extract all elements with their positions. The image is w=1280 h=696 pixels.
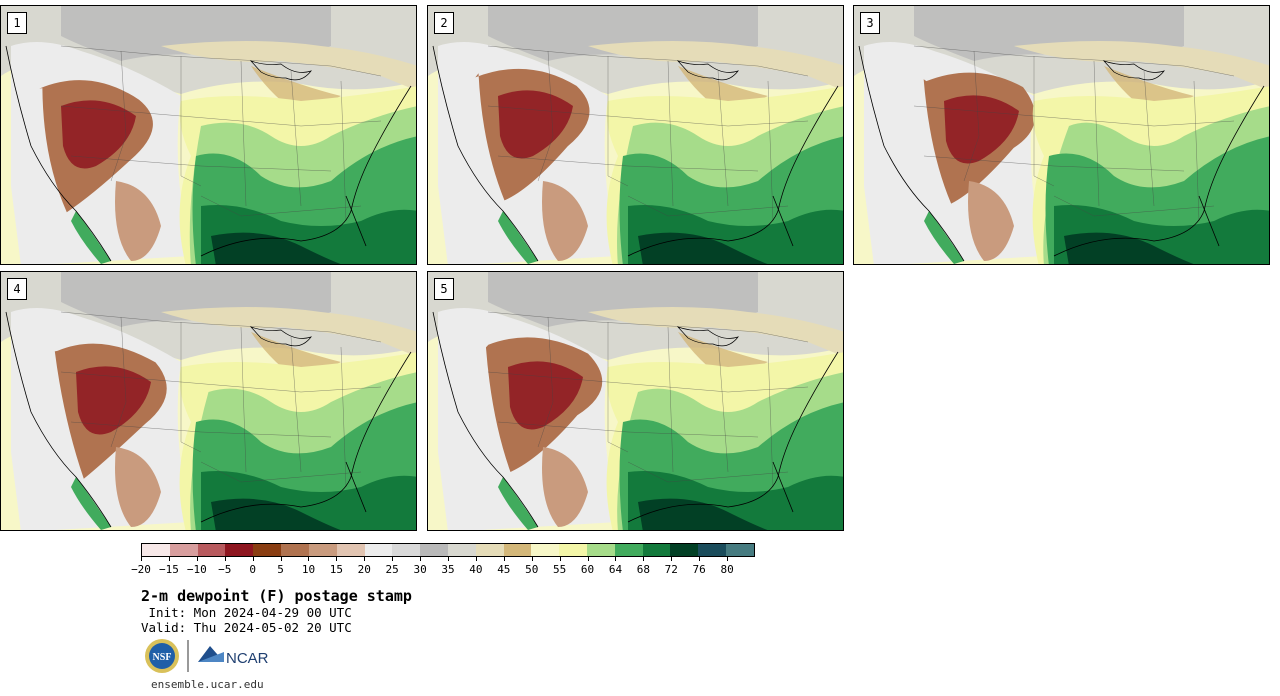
colorbar-tick-label: 25 xyxy=(385,563,399,576)
chart-title: 2-m dewpoint (F) postage stamp xyxy=(141,587,412,605)
colorbar-tick-label: 0 xyxy=(249,563,256,576)
colorbar-tick-label: 20 xyxy=(357,563,371,576)
colorbar-swatch xyxy=(670,544,699,556)
panel-number-label: 1 xyxy=(7,12,27,34)
colorbar-tickmark xyxy=(336,557,338,561)
colorbar-swatch xyxy=(281,544,309,556)
colorbar-tick-label: 10 xyxy=(301,563,316,576)
colorbar-swatch xyxy=(169,544,198,556)
map-panel-1: 1 xyxy=(0,5,417,265)
colorbar-tick-label: 30 xyxy=(413,563,427,576)
colorbar-tick-label: 60 xyxy=(580,563,595,576)
colorbar-tickmark xyxy=(364,557,366,561)
colorbar-swatch xyxy=(587,544,615,556)
colorbar-swatch xyxy=(642,544,671,556)
colorbar-swatch xyxy=(253,544,282,556)
ncar-logo-icon: NCAR xyxy=(198,646,269,667)
colorbar-tick-label: −5 xyxy=(218,563,232,576)
colorbar-swatch xyxy=(531,544,560,556)
colorbar-swatch xyxy=(197,544,226,556)
colorbar-tick-label: 72 xyxy=(664,563,678,576)
colorbar-tickmark xyxy=(587,557,589,561)
colorbar-swatch xyxy=(392,544,421,556)
logos: NSF NCAR xyxy=(144,638,274,674)
map-panel-5: 5 xyxy=(427,271,844,531)
colorbar-swatch xyxy=(614,544,643,556)
colorbar-swatch xyxy=(336,544,365,556)
valid-time: Valid: Thu 2024-05-02 20 UTC xyxy=(141,620,352,635)
colorbar-tick-label: 45 xyxy=(497,563,511,576)
colorbar-tick-label: 50 xyxy=(525,563,539,576)
colorbar xyxy=(141,543,755,557)
panel-number-label: 3 xyxy=(860,12,880,34)
colorbar-tick-label: 35 xyxy=(441,563,455,576)
colorbar-tickmark xyxy=(308,557,310,561)
map-panel-2: 2 xyxy=(427,5,844,265)
colorbar-swatch xyxy=(475,544,504,556)
footer-url: ensemble.ucar.edu xyxy=(151,678,264,691)
colorbar-swatch xyxy=(503,544,532,556)
colorbar-tickmark xyxy=(252,557,254,561)
colorbar-swatch xyxy=(142,544,170,556)
colorbar-swatch xyxy=(420,544,448,556)
colorbar-tickmark xyxy=(699,557,701,561)
panel-number-label: 4 xyxy=(7,278,27,300)
panel-number-label: 5 xyxy=(434,278,454,300)
colorbar-tick-label: 80 xyxy=(720,563,734,576)
colorbar-swatch xyxy=(225,544,254,556)
colorbar-tickmark xyxy=(615,557,617,561)
colorbar-tickmark xyxy=(392,557,394,561)
colorbar-tick-label: −10 xyxy=(186,563,207,576)
colorbar-tickmark xyxy=(671,557,673,561)
colorbar-tick-label: 68 xyxy=(636,563,650,576)
ncar-text: NCAR xyxy=(226,650,269,667)
colorbar-tick-label: −20 xyxy=(131,563,151,576)
colorbar-tickmark xyxy=(503,557,505,561)
panel-number-label: 2 xyxy=(434,12,454,34)
colorbar-tick-label: 55 xyxy=(553,563,567,576)
init-time: Init: Mon 2024-04-29 00 UTC xyxy=(141,605,352,620)
colorbar-tickmark xyxy=(420,557,422,561)
colorbar-tick-label: 76 xyxy=(692,563,706,576)
colorbar-tick-label: 15 xyxy=(329,563,343,576)
map-panel-3: 3 xyxy=(853,5,1270,265)
colorbar-swatch xyxy=(726,544,754,556)
colorbar-tickmark xyxy=(448,557,449,561)
colorbar-tickmark xyxy=(196,557,198,561)
colorbar-tickmark xyxy=(280,557,282,561)
colorbar-tick-label: 5 xyxy=(277,563,284,576)
colorbar-swatch xyxy=(447,544,476,556)
colorbar-tick-label: 64 xyxy=(608,563,623,576)
colorbar-tick-label: −15 xyxy=(158,563,179,576)
colorbar-tickmark xyxy=(643,557,645,561)
colorbar-tickmark xyxy=(531,557,533,561)
map-panel-4: 4 xyxy=(0,271,417,531)
colorbar-tickmark xyxy=(475,557,477,561)
colorbar-swatch xyxy=(559,544,587,556)
colorbar-tickmark xyxy=(727,557,729,561)
nsf-text: NSF xyxy=(153,652,172,663)
colorbar-tickmark xyxy=(224,557,226,561)
colorbar-tick-label: 40 xyxy=(469,563,483,576)
colorbar-swatch xyxy=(308,544,337,556)
colorbar-tickmark xyxy=(168,557,170,561)
colorbar-tickmark xyxy=(141,557,142,561)
nsf-logo-icon: NSF xyxy=(145,639,179,673)
colorbar-tickmark xyxy=(559,557,561,561)
colorbar-swatch xyxy=(364,544,393,556)
colorbar-swatch xyxy=(698,544,727,556)
